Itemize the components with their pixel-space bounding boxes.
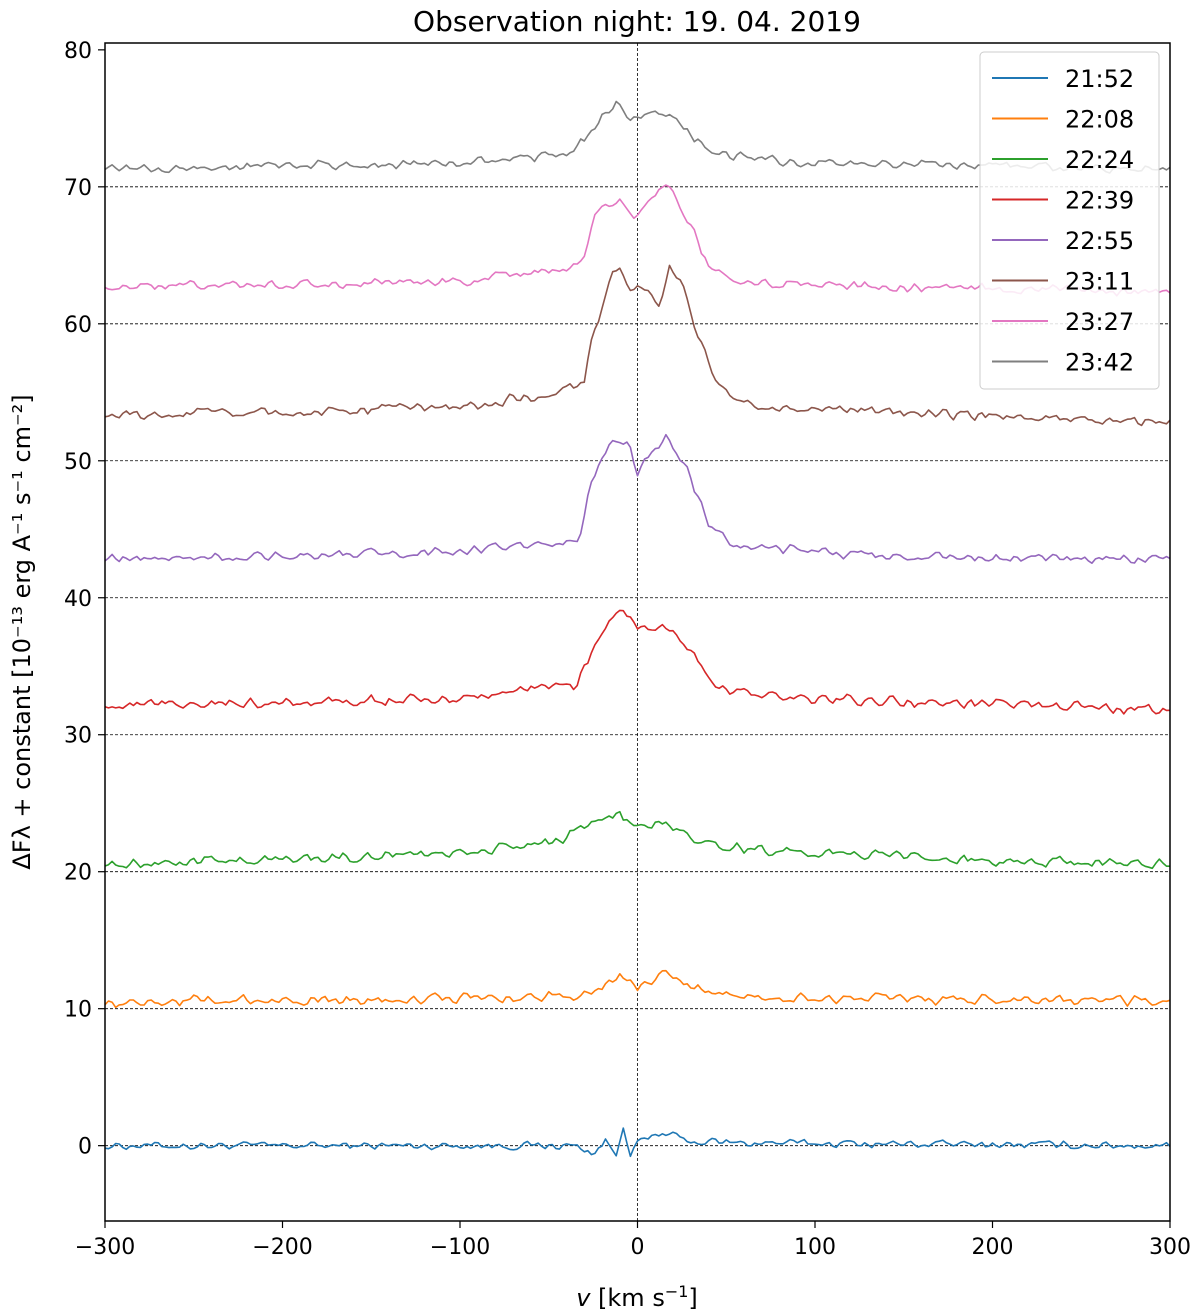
- y-tick-label: 60: [64, 313, 92, 338]
- y-tick-label: 10: [64, 998, 92, 1023]
- legend-label: 23:11: [1065, 268, 1134, 296]
- series-line-2152: [104, 1127, 1171, 1158]
- legend-label: 23:27: [1065, 308, 1134, 336]
- series-line-2255: [104, 433, 1171, 565]
- x-tick-label: 0: [631, 1235, 645, 1260]
- y-tick-label: 70: [64, 176, 92, 201]
- y-tick-label: 0: [78, 1135, 92, 1160]
- x-tick-label: 100: [794, 1235, 836, 1260]
- x-tick-label: 200: [972, 1235, 1014, 1260]
- series-line-2239: [104, 609, 1171, 715]
- y-tick-label: 80: [64, 39, 92, 64]
- legend-label: 22:08: [1065, 106, 1134, 134]
- series-line-2224: [104, 810, 1170, 870]
- x-tick-label: −100: [430, 1235, 490, 1260]
- y-tick-label: 20: [64, 861, 92, 886]
- legend-label: 22:55: [1065, 227, 1134, 255]
- series-line-2311: [104, 264, 1171, 427]
- legend-box: [979, 51, 1160, 390]
- legend-label: 22:24: [1065, 146, 1134, 174]
- x-tick-label: 300: [1149, 1235, 1191, 1260]
- grid-layer: [105, 43, 1170, 1221]
- x-tick-label: −200: [252, 1235, 312, 1260]
- x-tick-label: −300: [75, 1235, 135, 1260]
- legend-label: 23:42: [1065, 349, 1134, 377]
- y-tick-label: 40: [64, 587, 92, 612]
- y-tick-label: 30: [64, 724, 92, 749]
- legend-label: 22:39: [1065, 187, 1134, 215]
- y-axis-label: ΔFλ + constant [10⁻¹³ erg A⁻¹ s⁻¹ cm⁻²]: [8, 394, 36, 869]
- legend-label: 21:52: [1065, 65, 1134, 93]
- chart-title: Observation night: 19. 04. 2019: [413, 5, 861, 38]
- legend: 21:52 22:08 22:24 22:39 22:55 23:11 23:27 23:42: [979, 51, 1160, 390]
- series-line-2208: [104, 969, 1171, 1009]
- tick-layer: −300 −200 −100 0 100 200 300 0 10 20 30 40 50 60 70 80: [64, 39, 1191, 1260]
- x-axis-label: v [km s−1]: [576, 1282, 698, 1312]
- y-tick-label: 50: [64, 450, 92, 475]
